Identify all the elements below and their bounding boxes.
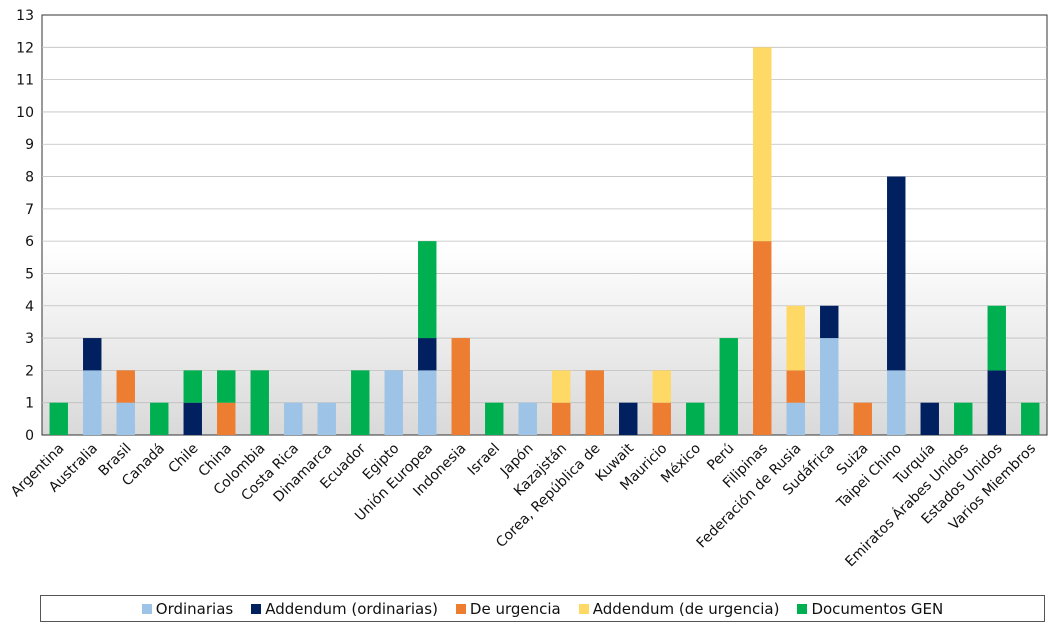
- bar-segment: [116, 402, 135, 435]
- y-tick-label: 1: [25, 396, 34, 412]
- legend-item: Addendum (de urgencia): [578, 599, 780, 618]
- y-tick-label: 5: [25, 266, 34, 282]
- bar-segment: [284, 402, 303, 435]
- bar-segment: [418, 370, 437, 435]
- bar-segment: [853, 402, 872, 435]
- bar-segment: [786, 370, 805, 403]
- bar-segment: [49, 402, 68, 435]
- bar-segment: [887, 176, 906, 371]
- bar-segment: [820, 305, 839, 339]
- legend-label: Addendum (ordinarias): [265, 599, 438, 618]
- legend-item: Addendum (ordinarias): [251, 600, 438, 618]
- legend-item: Documentos GEN: [797, 600, 943, 618]
- bar-segment: [418, 338, 437, 371]
- y-tick-label: 3: [25, 331, 34, 347]
- bar-segment: [652, 370, 671, 403]
- bar-segment: [652, 402, 671, 435]
- bar-segment: [719, 338, 738, 435]
- bar-segment: [518, 402, 537, 435]
- legend-label: Documentos GEN: [811, 599, 944, 618]
- y-tick-label: 12: [16, 40, 34, 56]
- legend-swatch: [455, 603, 466, 614]
- bar-segment: [83, 370, 102, 435]
- legend-swatch: [578, 603, 589, 614]
- bar-segment: [954, 402, 973, 435]
- bar-segment: [1021, 402, 1040, 435]
- y-tick-label: 0: [25, 428, 34, 444]
- y-tick-label: 9: [25, 137, 34, 153]
- y-tick-label: 10: [16, 105, 34, 121]
- bar-segment: [116, 370, 135, 403]
- bar-segment: [485, 402, 504, 435]
- y-tick-label: 7: [25, 202, 34, 218]
- bar-segment: [786, 305, 805, 371]
- bar-segment: [920, 402, 939, 435]
- legend-swatch: [797, 603, 808, 614]
- y-tick-label: 13: [16, 8, 34, 24]
- legend-label: Addendum (de urgencia): [592, 599, 780, 618]
- legend-swatch: [141, 603, 152, 614]
- legend-label: Ordinarias: [155, 599, 234, 618]
- bar-segment: [753, 47, 772, 242]
- x-axis-tick-labels: ArgentinaAustraliaBrasilCanadáChileChina…: [8, 440, 1039, 570]
- bar-segment: [786, 402, 805, 435]
- bar-segment: [887, 370, 906, 435]
- y-tick-label: 8: [25, 170, 34, 186]
- gridlines: [42, 46, 1047, 404]
- y-tick-label: 4: [25, 299, 34, 315]
- bar-segment: [418, 241, 437, 339]
- legend-item: Ordinarias: [141, 599, 234, 618]
- y-tick-label: 11: [16, 73, 34, 89]
- bar-segment: [987, 305, 1006, 371]
- bar-segment: [150, 402, 169, 435]
- bar-segment: [585, 370, 604, 435]
- bar-segment: [217, 370, 236, 403]
- bar-segment: [384, 370, 403, 435]
- bar-segment: [552, 402, 571, 435]
- y-tick-label: 2: [25, 363, 34, 379]
- bar-segment: [317, 402, 336, 435]
- bar-segment: [820, 338, 839, 435]
- legend-swatch: [251, 603, 262, 614]
- legend-label: De urgencia: [469, 599, 561, 618]
- legend-item: De urgencia: [455, 599, 561, 618]
- bar-segment: [183, 370, 202, 403]
- bars: [49, 47, 1040, 435]
- bar-segment: [83, 338, 102, 371]
- bar-segment: [987, 370, 1006, 435]
- bar-segment: [250, 370, 269, 435]
- bar-segment: [451, 338, 470, 435]
- bar-segment: [552, 370, 571, 403]
- bar-segment: [183, 402, 202, 435]
- plot-area: [41, 14, 1048, 436]
- bar-segment: [217, 402, 236, 435]
- legend: Ordinarias Addendum (ordinarias) De urgenc…: [40, 595, 1045, 622]
- bar-segment: [753, 241, 772, 435]
- y-tick-label: 6: [25, 234, 34, 250]
- bar-segment: [686, 402, 705, 435]
- bar-segment: [351, 370, 370, 435]
- x-tick-label: Chile: [165, 441, 201, 477]
- x-tick-label: Israel: [465, 441, 503, 479]
- bar-segment: [619, 402, 638, 435]
